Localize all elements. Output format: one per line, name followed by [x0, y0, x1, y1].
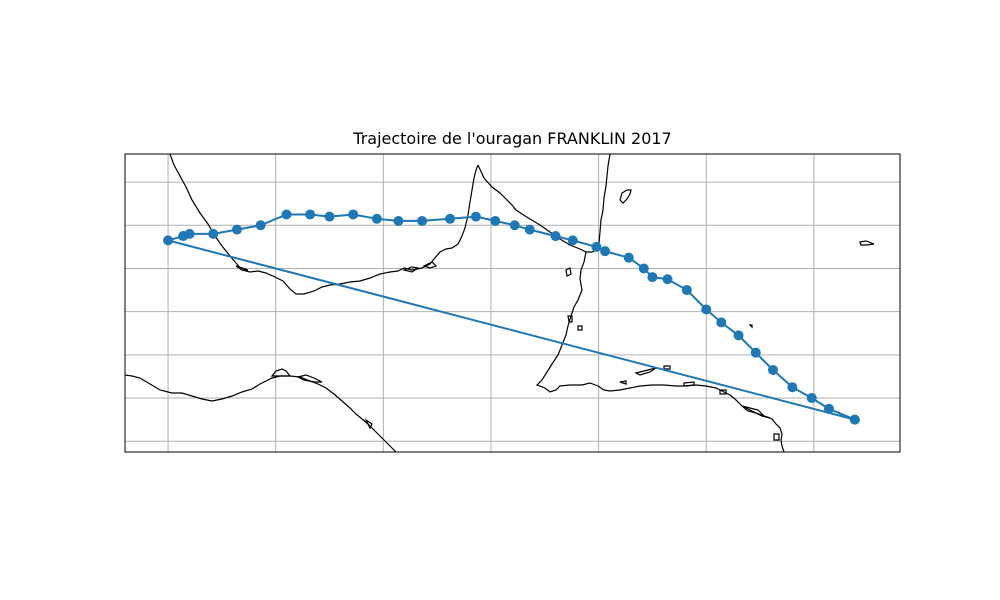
- island-belize-2: [567, 315, 573, 323]
- island-belize-1: [565, 267, 572, 277]
- track-point: [163, 235, 174, 246]
- track-point: [550, 231, 561, 242]
- coastline-central-america: [535, 251, 785, 452]
- track-point: [681, 285, 692, 296]
- track-point: [178, 231, 189, 242]
- coastline-mexico-pacific: [169, 154, 479, 295]
- track-point: [600, 246, 611, 257]
- island-east: [859, 240, 875, 246]
- track-point: [524, 224, 535, 235]
- track-point: [509, 220, 520, 231]
- track-point: [733, 330, 744, 341]
- track-line: [164, 213, 856, 421]
- track-point: [716, 317, 727, 328]
- island-bay-1: [235, 265, 249, 271]
- coastlines: [125, 154, 875, 452]
- track-point: [324, 211, 335, 222]
- track-point: [348, 209, 359, 220]
- track-point: [701, 304, 712, 315]
- track-point: [787, 382, 798, 393]
- island-south-2: [634, 367, 657, 376]
- island-south-coast-1: [270, 368, 292, 377]
- track-point: [208, 228, 219, 239]
- track-point: [255, 220, 266, 231]
- track-point: [567, 235, 578, 246]
- track-point: [231, 224, 242, 235]
- gridlines: [125, 154, 900, 452]
- coastline-yucatan: [477, 154, 611, 253]
- track-point: [490, 215, 501, 226]
- island-south-3: [663, 365, 671, 370]
- track-point: [393, 215, 404, 226]
- island-south-coast-3: [364, 418, 373, 430]
- track-point: [470, 211, 481, 222]
- island-south-5: [748, 324, 753, 329]
- map-frame: [124, 153, 901, 453]
- island-south-6: [719, 389, 727, 395]
- island-belize-3: [577, 325, 583, 331]
- map-title: Trajectoire de l'ouragan FRANKLIN 2017: [353, 129, 672, 148]
- track-point: [767, 364, 778, 375]
- track-point: [305, 209, 316, 220]
- track-point: [623, 252, 634, 263]
- track-point: [417, 215, 428, 226]
- island-bay-2: [401, 266, 420, 273]
- track-point: [647, 272, 658, 283]
- island-south-4: [683, 381, 695, 387]
- island-south-coast-2: [296, 374, 323, 383]
- track-point: [281, 209, 292, 220]
- island-south-1: [619, 380, 627, 385]
- island-bay-3: [422, 261, 438, 269]
- island-cozumel: [619, 189, 632, 204]
- track-point: [662, 274, 673, 285]
- track-point: [591, 241, 602, 252]
- track-point: [823, 403, 834, 414]
- storm-track: [163, 209, 860, 425]
- track-point: [638, 263, 649, 274]
- island-south-7: [741, 405, 771, 419]
- track-point: [849, 414, 860, 425]
- coastline-south: [125, 374, 397, 452]
- track-point: [806, 393, 817, 404]
- track-point: [371, 213, 382, 224]
- track-point: [750, 347, 761, 358]
- track-point: [445, 213, 456, 224]
- island-south-8: [773, 433, 780, 441]
